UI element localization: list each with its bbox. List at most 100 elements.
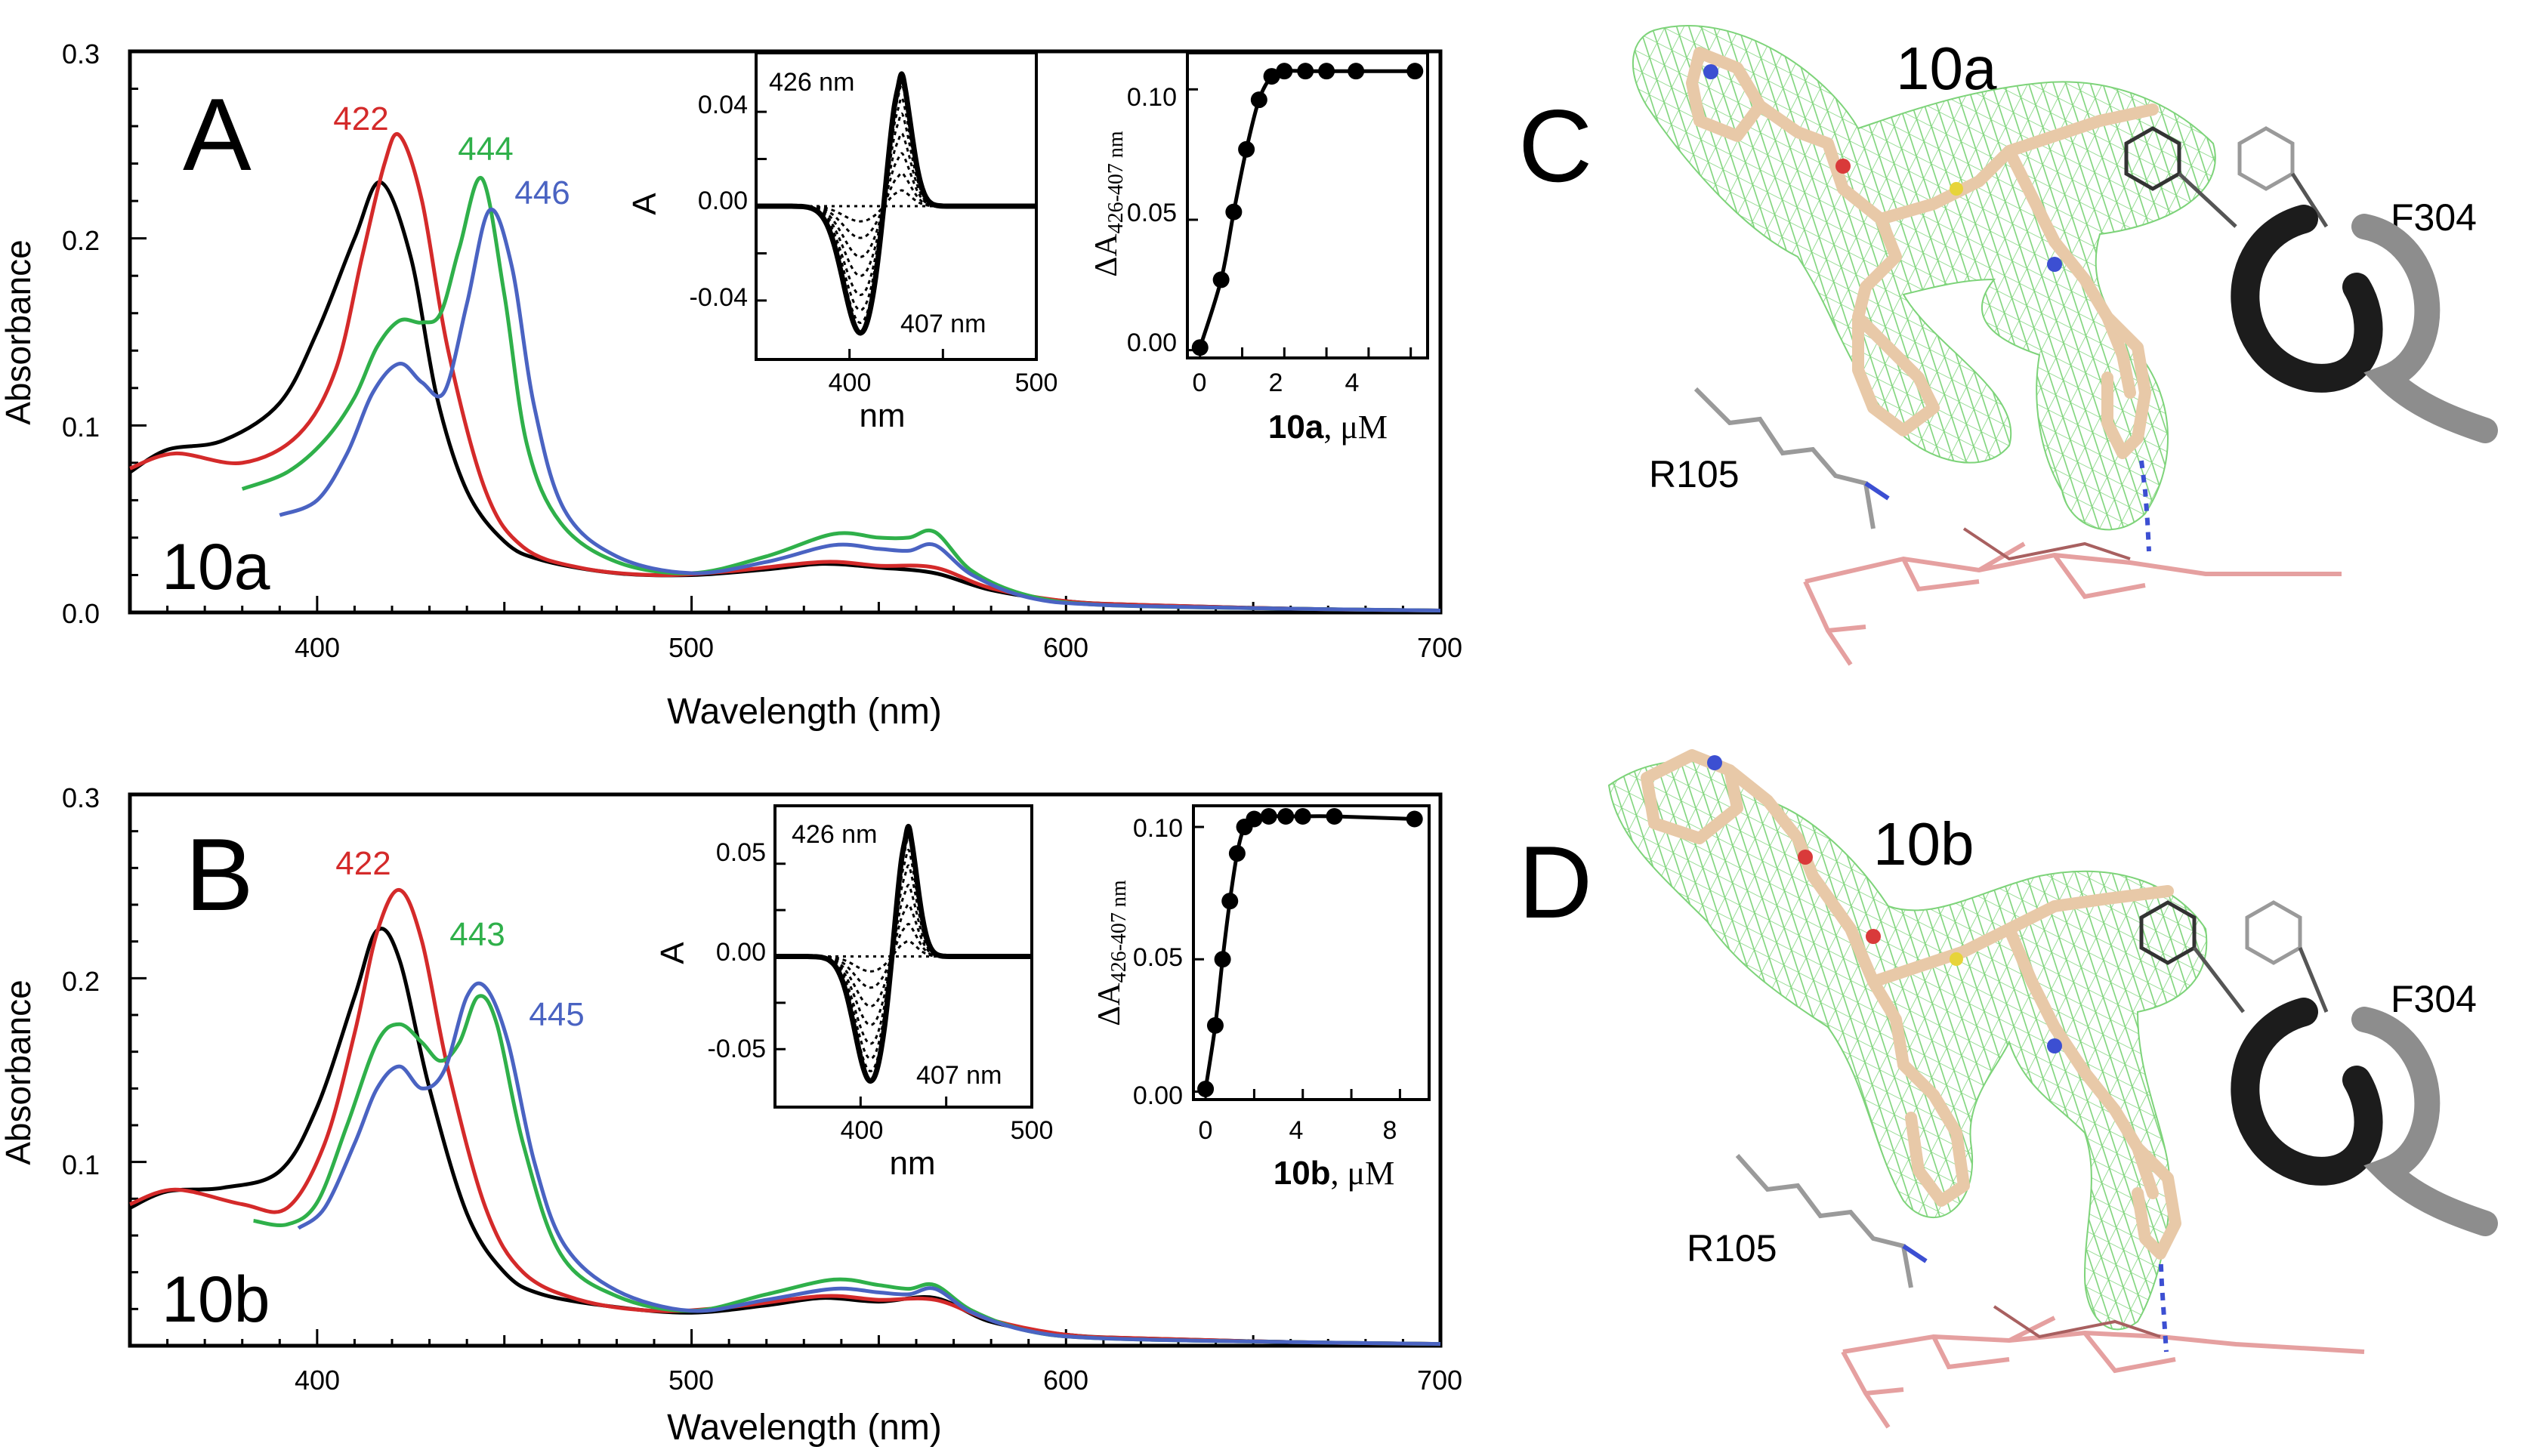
- titration-point: [1294, 808, 1311, 825]
- d-r105-amine: [1902, 1244, 1928, 1263]
- b-xtick-label: 600: [1043, 1365, 1088, 1396]
- panel-c-residue-f304: F304: [2391, 196, 2477, 239]
- panel-a-inset-titration: 0.10 0.05 0.00 0 2 4 10a, μM ΔA426-407 n…: [1089, 51, 1429, 446]
- a-titr-y-axis-sub: 426-407 nm: [1104, 131, 1128, 233]
- c-ligand-chain: [1754, 100, 1902, 323]
- b-x-axis-label: Wavelength (nm): [667, 1408, 942, 1448]
- c-ligand-ring-3: [2101, 311, 2151, 459]
- panel-d-ligand-sticks: [1641, 749, 2181, 1260]
- d-sulfur-atom: [1950, 952, 1963, 966]
- panel-c-ligand-sticks: [1686, 47, 2159, 459]
- d-helix-light: [2351, 1007, 2498, 1236]
- a-diff-x-axis-label: nm: [859, 397, 905, 434]
- b-titr-y-axis-main: ΔA: [1092, 982, 1127, 1026]
- titration-point: [1276, 63, 1293, 80]
- titration-point: [1318, 63, 1335, 80]
- panel-a-series: [128, 132, 1441, 612]
- c-heme-porphyrin: [1803, 541, 2342, 666]
- a-ytick-label: 0.1: [62, 412, 100, 443]
- a-titr-xtick-label: 0: [1193, 369, 1207, 397]
- titration-point: [1260, 808, 1277, 825]
- panel-b-plot-frame: [128, 792, 1443, 1348]
- titration-point: [1225, 203, 1243, 221]
- a-ytick-label: 0.0: [62, 598, 100, 629]
- panel-a-inset-difference: 0.04 0.00 -0.04 400 500 nm A 426 nm 407 …: [626, 51, 1057, 434]
- b-titr-x-axis-compound: 10b: [1274, 1155, 1331, 1192]
- b-titr-ytick-label: 0.05: [1133, 943, 1183, 972]
- a-xtick-label: 700: [1417, 632, 1462, 663]
- c-oxygen-atom: [1835, 159, 1851, 174]
- difference-spectrum: [774, 903, 1032, 1008]
- a-peak-label-green: 444: [458, 131, 513, 168]
- b-titr-xtick-label: 4: [1289, 1116, 1304, 1145]
- b-xtick-label: 500: [668, 1365, 714, 1396]
- panel-d-residue-r105: R105: [1687, 1227, 1777, 1269]
- c-hbond-dashes: [2139, 460, 2151, 552]
- a-titr-ytick-label: 0.00: [1127, 329, 1177, 357]
- b-titr-x-axis-unit: , μM: [1331, 1155, 1395, 1192]
- panel-c-density-mesh: [1632, 25, 2216, 531]
- b-peak-label-blue: 445: [529, 996, 584, 1033]
- c-f304-ring-light: [2237, 126, 2295, 191]
- panel-label-c: C: [1518, 88, 1592, 203]
- difference-spectrum: [756, 71, 1036, 336]
- a-titr-x-axis-label: 10a, μM: [1268, 409, 1388, 446]
- c-ligand-chain-3: [2003, 145, 2136, 399]
- c-ligand-ring-1: [1686, 47, 1766, 142]
- panel-a-compound-label: 10a: [162, 531, 270, 603]
- titration-point: [1191, 339, 1209, 356]
- titration-point: [1277, 808, 1295, 825]
- panel-d-ligand-label: 10b: [1873, 810, 1974, 878]
- b-titr-x-axis-label: 10b, μM: [1274, 1155, 1395, 1192]
- panel-c-f304-rings: [2124, 126, 2329, 228]
- a-titr-ytick-label: 0.05: [1127, 199, 1177, 227]
- c-r105-amine: [1864, 481, 1890, 501]
- b-titr-xtick-label: 0: [1199, 1116, 1213, 1145]
- d-nitrogen-atom: [1707, 755, 1722, 770]
- panel-d-heme: [1841, 1305, 2365, 1429]
- a-titr-x-axis-unit: , μM: [1323, 409, 1388, 446]
- a-xtick-label: 400: [295, 632, 340, 663]
- panel-c-heme: [1803, 527, 2342, 666]
- b-xtick-label: 700: [1417, 1365, 1462, 1396]
- a-diff-y-axis-label: A: [626, 193, 663, 215]
- a-y-axis-label: Absorbance: [0, 239, 38, 425]
- spectrum-line-10b-445: [297, 981, 1441, 1346]
- b-titr-series: [1197, 808, 1423, 1097]
- a-diff-ytick-label: 0.00: [698, 187, 748, 215]
- b-ytick-label: 0.3: [62, 782, 100, 813]
- panel-b-series: [128, 888, 1441, 1346]
- b-diff-xtick-label: 400: [841, 1116, 884, 1145]
- panel-b: 0.3 0.2 0.1 400 500 600 700 Absorbance W…: [0, 782, 1462, 1448]
- a-titr-ytick-label: 0.10: [1127, 83, 1177, 112]
- b-titr-frame: [1192, 804, 1431, 1101]
- d-ligand-ring-2: [1897, 1059, 1970, 1207]
- b-peak-label-red: 422: [335, 845, 391, 882]
- b-diff-xtick-label: 500: [1011, 1116, 1054, 1145]
- a-xtick-label: 600: [1043, 632, 1088, 663]
- c-sulfur-atom: [1950, 182, 1963, 196]
- panel-b-inset-difference: 0.05 0.00 -0.05 400 500 nm A 426 nm 407 …: [654, 804, 1054, 1182]
- a-titr-x-axis-compound: 10a: [1268, 409, 1324, 446]
- a-titr-series: [1191, 63, 1424, 356]
- d-r105-sidechain: [1735, 1154, 1913, 1288]
- d-heme-edge: [1993, 1305, 2161, 1339]
- d-hbond-dashes: [2158, 1249, 2169, 1353]
- d-f304-bonds: [2193, 946, 2329, 1013]
- panel-b-tick-labels: 0.3 0.2 0.1 400 500 600 700: [62, 782, 1462, 1396]
- a-diff-xtick-label: 400: [829, 369, 872, 397]
- b-diff-x-axis-label: nm: [889, 1145, 935, 1182]
- b-diff-ytick-label: 0.05: [716, 838, 766, 867]
- panel-a-ticks: [128, 50, 1442, 614]
- b-diff-ytick-label: -0.05: [708, 1035, 767, 1063]
- titration-point: [1246, 810, 1263, 828]
- b-titr-y-axis-sub: 426-407 nm: [1107, 880, 1131, 982]
- d-f304-ring-dark: [2139, 900, 2197, 965]
- a-ytick-label: 0.3: [62, 39, 100, 69]
- c-f304-ring-dark: [2124, 126, 2181, 191]
- titration-point: [1326, 808, 1343, 825]
- panel-c: C 10a F304 R105: [1518, 25, 2498, 666]
- a-x-axis-label: Wavelength (nm): [667, 692, 942, 732]
- titration-point: [1221, 893, 1239, 910]
